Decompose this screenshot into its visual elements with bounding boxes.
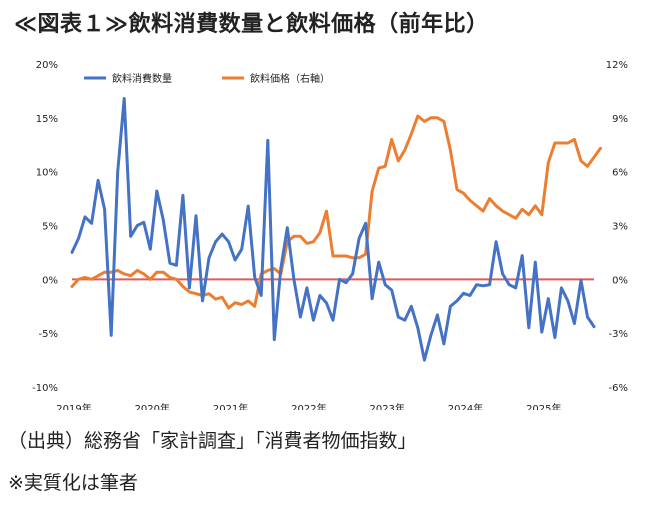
right-tick-label: 12% xyxy=(606,60,628,71)
right-tick-label: 9% xyxy=(612,114,628,125)
x-tick-label: 2023年 xyxy=(369,402,404,410)
left-tick-label: -5% xyxy=(39,329,58,340)
right-tick-label: -3% xyxy=(609,329,628,340)
x-tick-label: 2019年 xyxy=(56,402,91,410)
left-tick-label: 0% xyxy=(42,275,58,286)
legend: 飲料消費数量 飲料価格（右軸） xyxy=(84,72,330,85)
x-tick-label: 2021年 xyxy=(213,402,248,410)
x-tick-label: 2022年 xyxy=(291,402,326,410)
beverage-quantity-line xyxy=(70,97,596,362)
left-tick-label: 15% xyxy=(36,114,58,125)
chart: 20% 15% 10% 5% 0% -5% -10% 12% 9% 6% 3% 0% -3% -6% 2… xyxy=(32,60,628,410)
right-tick-label: -6% xyxy=(609,383,628,394)
right-tick-label: 0% xyxy=(612,275,628,286)
x-tick-label: 2025年 xyxy=(526,402,561,410)
chart-title: ≪図表１≫飲料消費数量と飲料価格（前年比） xyxy=(14,12,489,37)
left-tick-label: 5% xyxy=(42,222,58,233)
source-note: （出典）総務省「家計調査」「消費者物価指数」 xyxy=(8,430,417,452)
legend-label: 飲料消費数量 xyxy=(112,72,172,85)
author-note: ※実質化は筆者 xyxy=(8,472,138,494)
left-tick-label: 10% xyxy=(36,168,58,179)
left-tick-label: -10% xyxy=(32,383,58,394)
x-axis: 2019年 2020年 2021年 2022年 2023年 2024年 2025年 xyxy=(56,402,561,410)
right-tick-label: 3% xyxy=(612,222,628,233)
right-y-axis: 12% 9% 6% 3% 0% -3% -6% xyxy=(606,60,628,394)
beverage-price-line xyxy=(70,114,602,310)
x-tick-label: 2020年 xyxy=(135,402,170,410)
x-tick-label: 2024年 xyxy=(448,402,483,410)
legend-label: 飲料価格（右軸） xyxy=(250,72,330,85)
left-y-axis: 20% 15% 10% 5% 0% -5% -10% xyxy=(32,60,58,394)
right-tick-label: 6% xyxy=(612,168,628,179)
left-tick-label: 20% xyxy=(36,60,58,71)
series-layer xyxy=(70,97,602,362)
